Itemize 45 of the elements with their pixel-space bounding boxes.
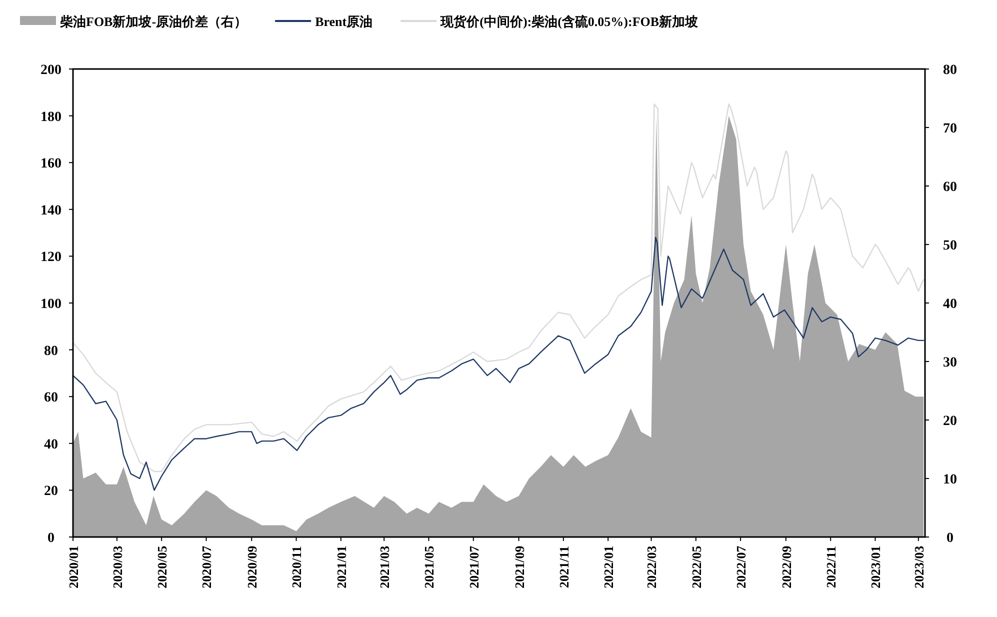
x-tick-label: 2022/05: [688, 545, 704, 588]
x-tick-label: 2020/11: [289, 546, 304, 588]
y-tick-label: 180: [40, 110, 62, 125]
x-tick-label: 2023/01: [868, 546, 884, 588]
x-tick-label: 2022/03: [644, 545, 660, 588]
line-series: [72, 236, 924, 491]
line-series: [72, 104, 924, 472]
x-tick-label: 2021/03: [377, 545, 392, 588]
y2-tick-label: 10: [943, 472, 957, 488]
y-tick-label: 200: [40, 63, 62, 78]
y2-tick-label: 0: [946, 531, 954, 546]
y2-tick-label: 40: [943, 297, 957, 312]
x-tick-label: 2023/03: [911, 545, 926, 588]
x-tick-label: 2022/11: [824, 546, 839, 588]
y-tick-label: 160: [40, 156, 62, 172]
y2-tick-label: 70: [943, 122, 957, 136]
y-tick-label: 140: [40, 203, 62, 218]
x-tick-label: 2021/09: [512, 545, 527, 588]
x-tick-label: 2021/01: [334, 546, 349, 588]
y2-tick-label: 60: [943, 180, 957, 195]
y-tick-label: 0: [48, 531, 54, 546]
y-tick-label: 100: [40, 297, 62, 312]
y-tick-label: 80: [44, 344, 58, 359]
y-tick-label: 120: [40, 250, 62, 266]
y2-tick-label: 80: [943, 63, 957, 78]
x-tick-label: 2020/01: [66, 546, 81, 588]
y-tick-label: 40: [44, 437, 58, 452]
y2-tick-label: 30: [943, 356, 957, 370]
x-tick-label: 2020/07: [199, 545, 214, 588]
x-tick-label: 2021/05: [422, 545, 437, 588]
x-tick-label: 2021/11: [556, 546, 572, 588]
legend-label: 柴油FOB新加坡-原油价差（右）: [59, 14, 248, 29]
x-tick-label: 2022/07: [734, 545, 749, 588]
y-tick-label: 60: [44, 390, 58, 406]
y2-tick-label: 20: [943, 414, 957, 429]
x-tick-label: 2022/01: [601, 546, 616, 588]
y-tick-label: 20: [44, 484, 58, 500]
y2-tick-label: 50: [943, 238, 957, 254]
x-tick-label: 2022/09: [778, 545, 794, 588]
x-tick-label: 2020/03: [110, 545, 125, 588]
legend-label: 现货价(中间价):柴油(含硫0.05%):FOB新加坡: [440, 14, 700, 29]
legend-label: Brent原油: [315, 14, 373, 29]
x-tick-label: 2021/07: [466, 545, 482, 588]
x-tick-label: 2020/09: [244, 545, 260, 588]
x-tick-label: 2020/05: [154, 545, 170, 588]
